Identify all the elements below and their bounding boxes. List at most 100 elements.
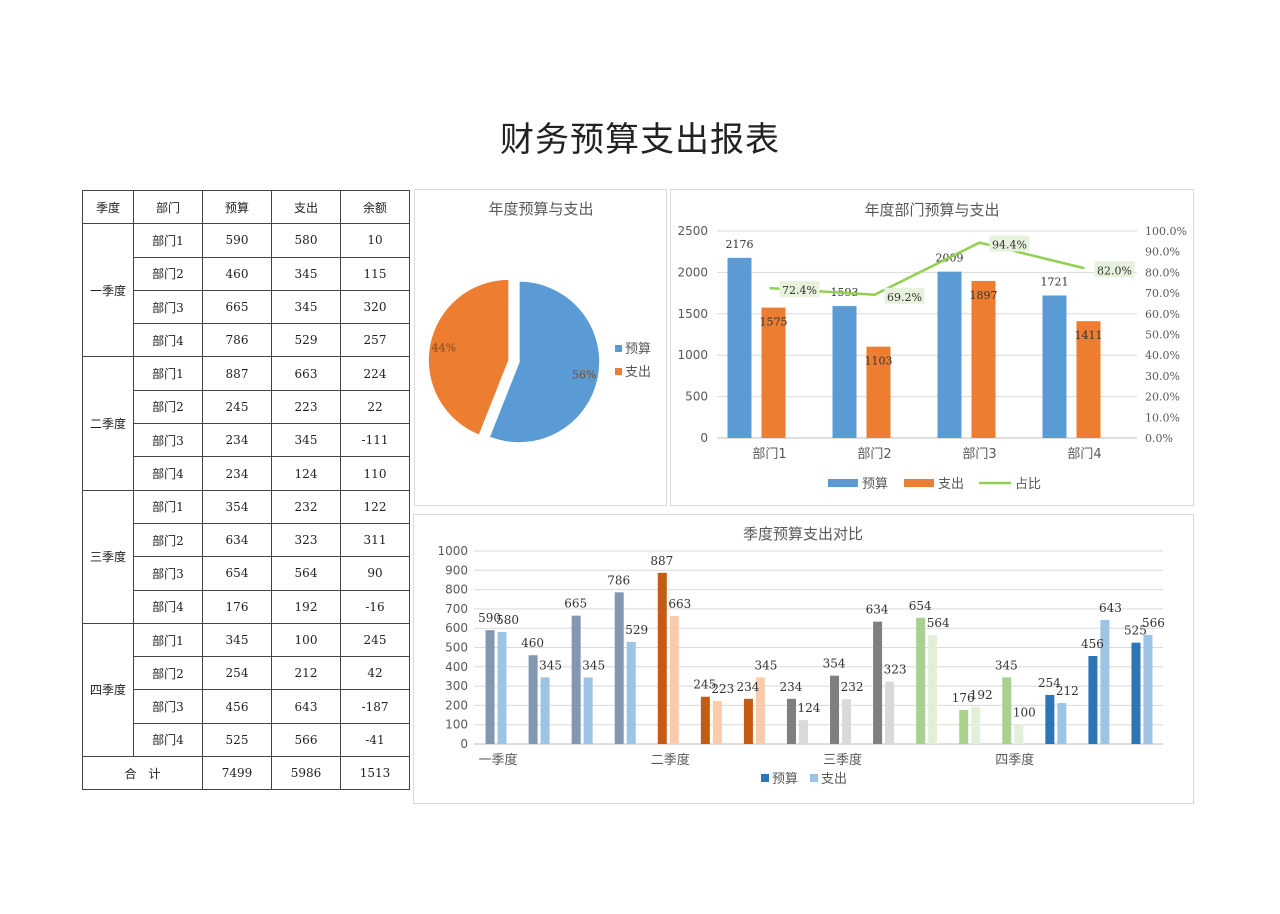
total-row: 合 计 7499 5986 1513 bbox=[82, 756, 410, 791]
table-cell: 部门3 bbox=[133, 423, 203, 458]
table-row: 部门3 234 345 -111 bbox=[83, 423, 410, 458]
table-cell: 224 bbox=[340, 356, 410, 391]
chart-title: 年度部门预算与支出 bbox=[864, 201, 999, 219]
bar bbox=[830, 675, 840, 744]
bar bbox=[1088, 655, 1098, 744]
data-label: 654 bbox=[909, 599, 932, 613]
table-cell: 234 bbox=[202, 423, 272, 458]
table-cell: 354 bbox=[202, 489, 272, 524]
data-label: 44% bbox=[432, 342, 456, 355]
table-header-cell: 预算 bbox=[202, 189, 272, 225]
page-title: 财务预算支出报表 bbox=[500, 120, 780, 160]
bar bbox=[842, 699, 852, 744]
table-row: 部门2 245 223 22 bbox=[83, 389, 410, 425]
legend-swatch bbox=[615, 345, 622, 352]
x-tick-label: 部门3 bbox=[962, 447, 996, 462]
table-cell: 665 bbox=[202, 289, 272, 325]
bar bbox=[1042, 295, 1067, 438]
table-header-cell: 季度 bbox=[82, 189, 134, 225]
table-cell: -187 bbox=[340, 689, 410, 724]
table-cell: 643 bbox=[271, 689, 341, 724]
table-cell: 部门2 bbox=[133, 389, 203, 425]
quarter-cell: 三季度 bbox=[82, 489, 134, 624]
y2-tick-label: 20.0% bbox=[1145, 391, 1180, 404]
data-label: 564 bbox=[927, 616, 950, 630]
y-tick-label: 2000 bbox=[677, 265, 708, 279]
y2-tick-label: 100.0% bbox=[1145, 225, 1187, 238]
table-cell: 部门1 bbox=[133, 356, 203, 391]
data-label: 234 bbox=[780, 680, 803, 694]
table-header-cell: 部门 bbox=[133, 189, 203, 225]
data-label: 345 bbox=[582, 658, 605, 672]
quarter-chart-panel: 季度预算支出对比 0 100 200 300 400 500 600 700 800 900 1000… bbox=[413, 514, 1194, 804]
table-cell: 245 bbox=[340, 622, 410, 658]
bar bbox=[928, 635, 938, 744]
y2-tick-label: 40.0% bbox=[1145, 349, 1180, 362]
table-cell: 部门2 bbox=[133, 656, 203, 691]
data-label: 345 bbox=[995, 658, 1018, 672]
data-label: 786 bbox=[607, 573, 630, 587]
table-cell: 22 bbox=[340, 389, 410, 425]
data-label: 590 bbox=[478, 611, 501, 625]
bar bbox=[700, 696, 710, 744]
data-label: 887 bbox=[650, 554, 673, 568]
x-group-label: 三季度 bbox=[823, 752, 862, 768]
data-label: 212 bbox=[1056, 684, 1079, 698]
table-cell: 232 bbox=[271, 489, 341, 524]
y-tick-label: 100 bbox=[445, 718, 468, 732]
bar bbox=[669, 616, 679, 744]
table-header-cell: 支出 bbox=[271, 189, 341, 225]
data-label: 1103 bbox=[865, 355, 893, 368]
table-row: 部门4 786 529 257 bbox=[83, 323, 410, 358]
data-label: 192 bbox=[970, 688, 993, 702]
bar bbox=[755, 677, 765, 744]
data-label: 663 bbox=[668, 597, 691, 611]
bar bbox=[657, 572, 667, 744]
data-label: 323 bbox=[884, 663, 907, 677]
table-cell: 456 bbox=[202, 689, 272, 724]
legend-label: 预算 bbox=[862, 477, 888, 492]
bar bbox=[1100, 619, 1110, 744]
table-cell: 663 bbox=[271, 356, 341, 391]
data-label: 124 bbox=[798, 701, 821, 715]
table-cell: 525 bbox=[202, 722, 272, 758]
bar bbox=[540, 677, 550, 744]
table-cell: 223 bbox=[271, 389, 341, 425]
y-tick-label: 900 bbox=[445, 563, 468, 577]
y-tick-label: 700 bbox=[445, 602, 468, 616]
y-tick-label: 1500 bbox=[677, 307, 708, 321]
line-series bbox=[769, 241, 1085, 297]
table-cell: 345 bbox=[271, 256, 341, 291]
table-cell: 部门1 bbox=[133, 622, 203, 658]
legend-label: 预算 bbox=[625, 342, 651, 357]
bar bbox=[971, 280, 996, 438]
table-row: 三季度 部门1 354 232 122 bbox=[82, 489, 410, 624]
y-tick-label: 800 bbox=[445, 583, 468, 597]
bar bbox=[743, 698, 753, 744]
table-header-cell: 余额 bbox=[340, 189, 410, 225]
y-tick-label: 500 bbox=[685, 390, 708, 404]
bar bbox=[1076, 321, 1101, 438]
x-group-label: 四季度 bbox=[995, 752, 1034, 768]
bar bbox=[937, 271, 962, 438]
bar bbox=[786, 698, 796, 744]
data-label: 1575 bbox=[760, 316, 788, 329]
table-cell: 124 bbox=[271, 456, 341, 491]
x-tick-label: 部门2 bbox=[857, 447, 891, 462]
table-cell: 345 bbox=[202, 622, 272, 658]
table-cell: 部门1 bbox=[133, 223, 203, 258]
data-label: 566 bbox=[1142, 616, 1165, 630]
data-label: 94.4% bbox=[992, 239, 1027, 252]
y2-tick-label: 10.0% bbox=[1145, 411, 1180, 424]
table-cell: 654 bbox=[202, 556, 272, 591]
bar bbox=[866, 346, 891, 438]
x-tick-label: 部门4 bbox=[1067, 447, 1101, 462]
bar bbox=[885, 681, 895, 744]
bar bbox=[1014, 724, 1024, 744]
data-label: 2176 bbox=[726, 238, 754, 251]
data-label: 100 bbox=[1013, 706, 1036, 720]
total-expense-cell: 5986 bbox=[271, 756, 341, 791]
bar bbox=[1131, 642, 1141, 744]
chart-title: 年度预算与支出 bbox=[488, 200, 593, 218]
bar bbox=[583, 677, 593, 744]
